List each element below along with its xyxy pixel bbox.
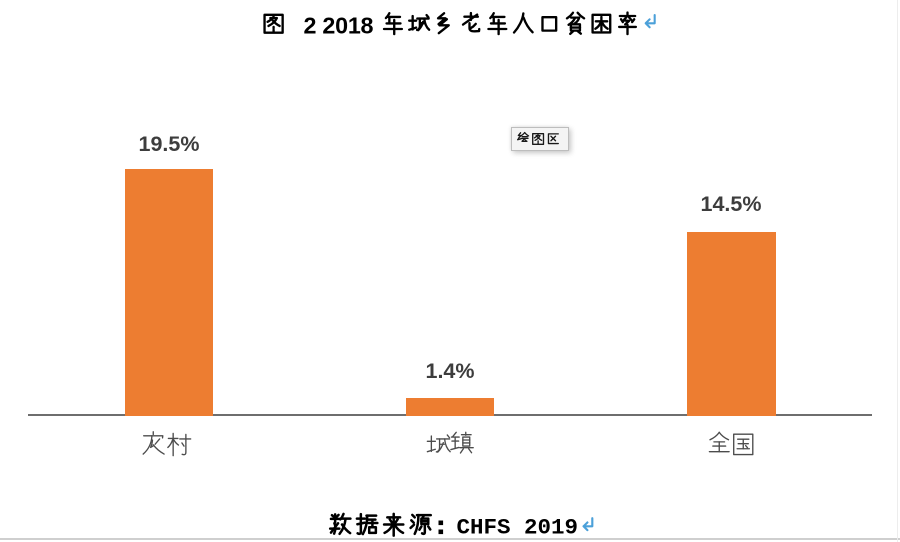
svg-text:2 2018: 2 2018 — [304, 13, 374, 39]
svg-text:CHFS 2019: CHFS 2019 — [457, 515, 579, 541]
